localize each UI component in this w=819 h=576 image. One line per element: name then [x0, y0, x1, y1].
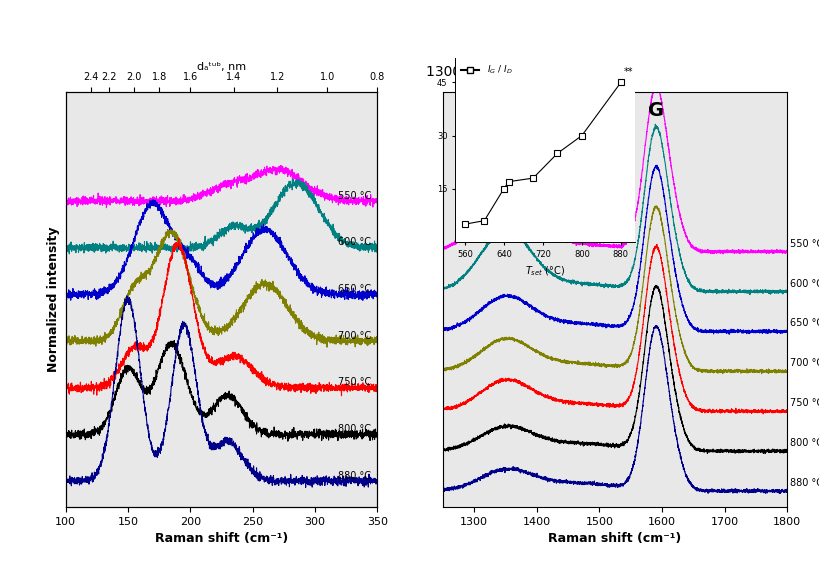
Text: 750 °C: 750 °C: [337, 377, 370, 388]
Text: 880 °C: 880 °C: [337, 471, 370, 481]
Text: 550 °C: 550 °C: [337, 191, 370, 201]
Title: 1300 ppm CO₂: 1300 ppm CO₂: [425, 65, 526, 78]
X-axis label: dₐᵗᵘᵇ, nm: dₐᵗᵘᵇ, nm: [197, 62, 246, 71]
X-axis label: Raman shift (cm⁻¹): Raman shift (cm⁻¹): [155, 532, 287, 545]
Text: 800 °C: 800 °C: [790, 438, 819, 448]
Y-axis label: Normalized intensity: Normalized intensity: [47, 227, 60, 372]
Text: D: D: [465, 213, 482, 232]
Text: **: **: [622, 67, 632, 77]
Text: 650 °C: 650 °C: [337, 284, 370, 294]
Text: 700 °C: 700 °C: [337, 331, 370, 341]
Text: 550 °C: 550 °C: [790, 238, 819, 249]
X-axis label: $T_{set}$ (°C): $T_{set}$ (°C): [524, 264, 565, 278]
Text: G: G: [647, 101, 663, 120]
Text: 750 °C: 750 °C: [790, 398, 819, 408]
Legend: $I_G$ / $I_D$: $I_G$ / $I_D$: [459, 62, 514, 78]
Text: 650 °C: 650 °C: [790, 319, 819, 328]
Text: 800 °C: 800 °C: [337, 424, 370, 434]
Text: 880 °C: 880 °C: [790, 478, 819, 488]
Text: 600 °C: 600 °C: [337, 237, 370, 248]
Text: 700 °C: 700 °C: [790, 358, 819, 368]
X-axis label: Raman shift (cm⁻¹): Raman shift (cm⁻¹): [548, 532, 681, 545]
Text: 600 °C: 600 °C: [790, 279, 819, 289]
